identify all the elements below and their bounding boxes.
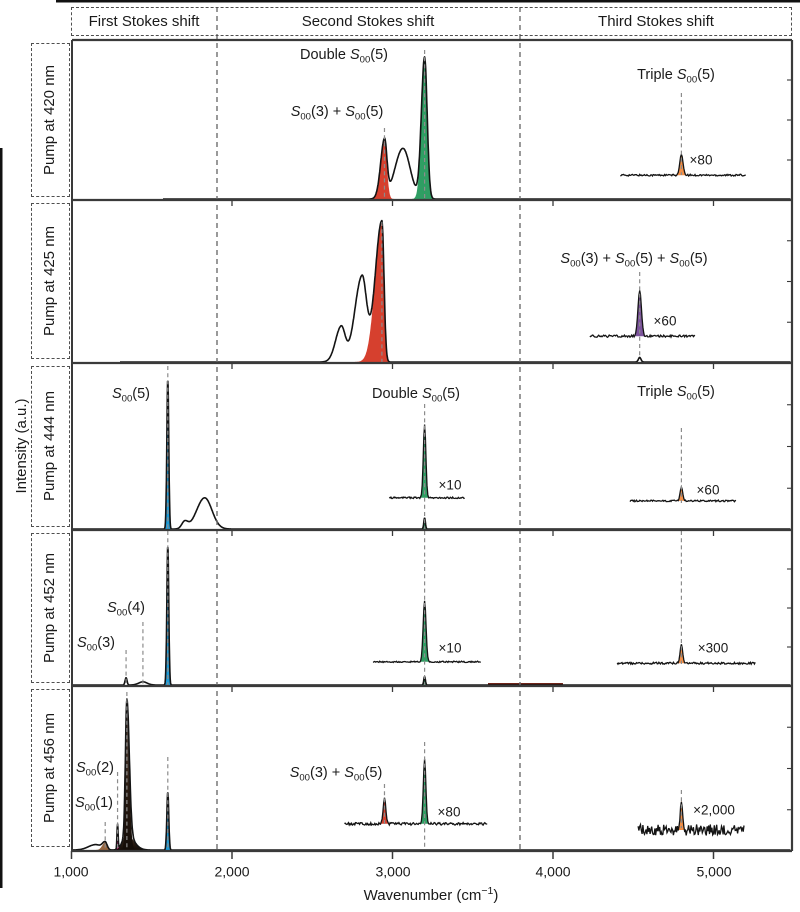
pump-label-456: Pump at 456 nm <box>40 712 58 824</box>
peak-fill-green-panel-3-3 <box>421 676 429 685</box>
left-rule-line <box>0 148 3 888</box>
pump-label-444: Pump at 444 nm <box>40 390 58 502</box>
peak-fill-brown-panel-4-1 <box>92 842 114 850</box>
annotation-triple-s00-5-p3: Triple S00(5) <box>637 383 715 403</box>
top-rule-line <box>56 0 800 3</box>
inset-trace-panel-0-0 <box>620 152 746 178</box>
inset-trace-panel-3-0 <box>372 600 482 664</box>
inset-peak-fill-green-panel-3 <box>418 601 432 662</box>
annotation-s00-2-p5: S00(2) <box>75 759 115 779</box>
annotation-s00-4-p4: S00(4) <box>106 599 146 619</box>
magnification-x60-p2: ×60 <box>653 313 677 329</box>
x-tick-2000: 2,000 <box>214 863 250 880</box>
magnification-x80-p1: ×80 <box>689 152 713 168</box>
magnification-x80-p5: ×80 <box>437 804 461 820</box>
pump-label-425: Pump at 425 nm <box>40 225 58 337</box>
pump-box-425 <box>31 203 70 359</box>
annotation-s00-5-p3: S00(5) <box>111 385 151 405</box>
inset-trace-panel-4-1 <box>637 801 745 837</box>
peak-fill-green-panel-2-3 <box>421 518 429 529</box>
annotation-double-s00-5-p3: Double S00(5) <box>371 385 461 405</box>
annotation-triple-s00-5-p1: Triple S00(5) <box>637 66 715 86</box>
x-tick-3000: 3,000 <box>375 863 411 880</box>
pump-box-456 <box>31 689 70 847</box>
x-tick-1000: 1,000 <box>53 863 89 880</box>
annotation-s003-plus-s005-p5: S00(3) + S00(5) <box>289 764 383 784</box>
magnification-x2000-p5: ×2,000 <box>693 802 735 818</box>
inset-peak-fill-green-panel-2 <box>418 424 431 498</box>
annotation-s00-3-p4: S00(3) <box>76 634 116 654</box>
annotation-s003-s005-s005-p2: S00(3) + S00(5) + S00(5) <box>560 250 708 270</box>
y-axis-label: Intensity (a.u.) <box>12 398 30 494</box>
magnification-x10-p4: ×10 <box>438 640 462 656</box>
x-axis-title-pre: Wavenumber (cm <box>363 886 482 904</box>
inset-peak-fill-orange-panel-0 <box>674 154 689 176</box>
x-axis-title: Wavenumber (cm−1) <box>363 884 499 905</box>
peak-fill-blue-panel-4-5 <box>163 793 173 850</box>
magnification-x10-p3: ×10 <box>438 477 462 493</box>
inset-peak-fill-red-panel-4 <box>378 797 391 824</box>
inset-trace-panel-3-1 <box>616 644 756 666</box>
x-tick-5000: 5,000 <box>696 863 732 880</box>
pump-box-452 <box>31 533 70 683</box>
magnification-x300-p4: ×300 <box>697 640 729 656</box>
spectrum-trace-panel-3 <box>71 546 791 686</box>
inset-trace-panel-1-0 <box>589 290 696 339</box>
pump-label-420: Pump at 420 nm <box>40 64 58 176</box>
magnification-x60-p3: ×60 <box>696 482 720 498</box>
column-label-second-stokes: Second Stokes shift <box>301 12 435 30</box>
pump-box-444 <box>31 366 70 527</box>
inset-trace-panel-2-0 <box>388 424 465 500</box>
inset-peak-fill-green-panel-4 <box>418 759 431 824</box>
annotation-double-s00-5-p1: Double S00(5) <box>299 46 389 66</box>
annotation-s00-1-p5: S00(1) <box>74 794 114 814</box>
peak-fill-green-panel-0-2 <box>410 57 437 199</box>
column-label-first-stokes: First Stokes shift <box>88 12 200 30</box>
x-tick-4000: 4,000 <box>535 863 571 880</box>
peak-fill-red-panel-0-0 <box>367 141 396 199</box>
inset-trace-panel-2-1 <box>629 484 737 503</box>
inset-peak-fill-purple-panel-1 <box>631 290 648 337</box>
spectrum-trace-panel-1 <box>119 219 791 363</box>
peak-fill-blue-panel-3-2 <box>163 547 173 685</box>
x-axis-title-post: ) <box>493 886 499 904</box>
annotation-s003-plus-s005-p1: S00(3) + S00(5) <box>290 103 384 123</box>
pump-box-420 <box>31 43 70 197</box>
pump-label-452: Pump at 452 nm <box>40 552 58 664</box>
x-axis-title-sup: −1 <box>481 884 494 897</box>
column-label-third-stokes: Third Stokes shift <box>598 12 714 30</box>
inset-trace-panel-4-0 <box>344 758 488 827</box>
header-box <box>71 7 792 36</box>
